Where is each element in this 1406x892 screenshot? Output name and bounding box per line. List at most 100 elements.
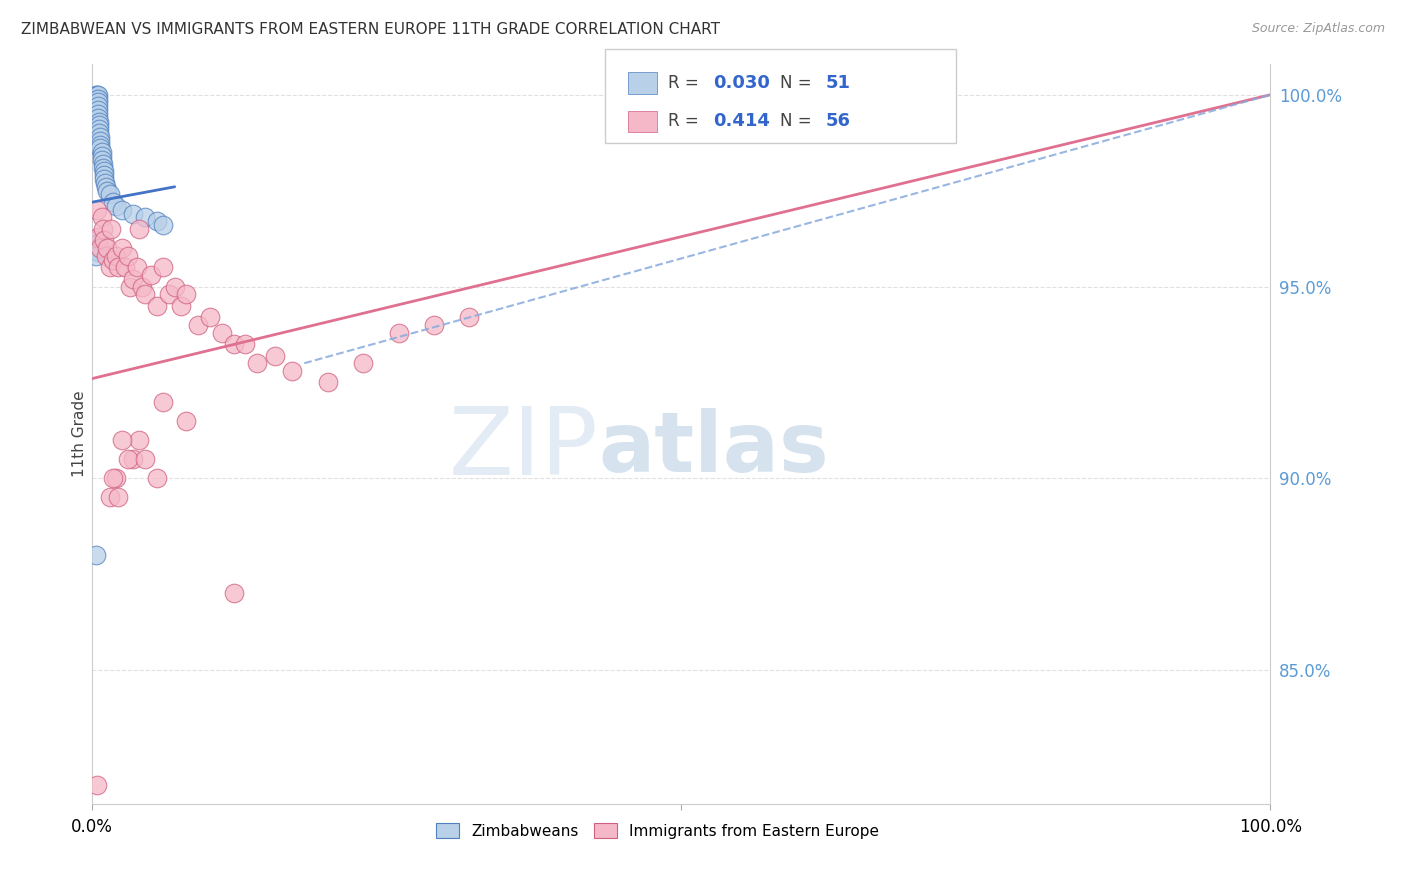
Point [352,356,374,370]
Point [152,260,174,275]
Point [139,268,162,282]
Point [235,337,257,351]
Point [146,214,169,228]
Point [211,326,233,340]
Point [104,249,127,263]
Point [423,318,446,332]
Point [122,272,145,286]
Text: R =: R = [668,112,704,130]
Point [281,364,304,378]
Point [152,394,174,409]
Point [86,237,108,252]
Point [87,92,110,106]
Point [96,184,118,198]
Point [90,211,112,225]
Point [117,452,139,467]
Point [111,202,134,217]
Point [94,176,117,190]
Point [111,241,134,255]
Point [246,356,269,370]
Point [84,249,107,263]
Text: 0.030: 0.030 [713,74,769,92]
Point [96,241,118,255]
Point [87,229,110,244]
Point [128,222,150,236]
Point [86,95,108,110]
Point [103,252,125,267]
Point [91,157,114,171]
Point [93,172,115,186]
Point [86,87,108,102]
Point [131,279,153,293]
Point [176,287,198,301]
Point [87,241,110,255]
Point [117,249,139,263]
Legend: Zimbabweans, Immigrants from Eastern Europe: Zimbabweans, Immigrants from Eastern Eur… [430,816,886,845]
Point [83,95,105,110]
Point [84,95,107,110]
Point [84,548,107,562]
Point [134,211,156,225]
Point [87,245,110,260]
Point [187,318,209,332]
Point [84,103,107,117]
Point [84,234,107,248]
Point [90,145,112,160]
Point [146,471,169,485]
Point [122,207,145,221]
Point [387,326,409,340]
Point [87,107,110,121]
Point [89,126,111,140]
Point [90,153,112,167]
Point [103,471,125,485]
Point [128,433,150,447]
Point [98,187,121,202]
Text: N =: N = [780,74,817,92]
Text: ZIP: ZIP [449,403,599,495]
Point [458,310,481,325]
Point [176,414,198,428]
Point [84,99,107,113]
Point [93,164,115,178]
Text: R =: R = [668,74,704,92]
Point [93,169,115,183]
Text: atlas: atlas [599,409,830,490]
Point [84,92,107,106]
Point [169,299,191,313]
Point [89,119,111,133]
Point [89,130,111,145]
Point [98,260,121,275]
Point [134,452,156,467]
Point [86,92,108,106]
Point [263,349,285,363]
Point [111,433,134,447]
Point [87,99,110,113]
Point [91,161,114,175]
Point [100,222,122,236]
Point [89,122,111,136]
Point [96,249,118,263]
Point [98,491,121,505]
Point [89,241,111,255]
Point [83,92,105,106]
Point [114,260,136,275]
Point [118,279,141,293]
Text: N =: N = [780,112,817,130]
Point [163,279,186,293]
Point [103,195,125,210]
Point [89,137,111,152]
Point [107,491,129,505]
Point [152,218,174,232]
Point [104,471,127,485]
Point [157,287,180,301]
Text: Source: ZipAtlas.com: Source: ZipAtlas.com [1251,22,1385,36]
Point [134,287,156,301]
Point [198,310,221,325]
Point [96,179,118,194]
Point [104,199,127,213]
Point [89,114,111,128]
Point [316,376,339,390]
Point [84,87,107,102]
Text: 0.414: 0.414 [713,112,769,130]
Point [89,134,111,148]
